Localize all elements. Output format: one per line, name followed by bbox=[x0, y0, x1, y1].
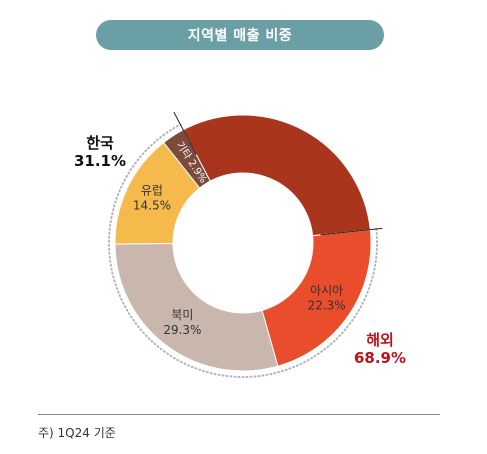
group-annotation-1: 해외 68.9% bbox=[354, 331, 406, 367]
footnote: 주) 1Q24 기준 bbox=[38, 426, 116, 440]
slice-1 bbox=[261, 229, 372, 367]
slice-label-3: 유럽 14.5% bbox=[133, 183, 171, 212]
separator-line-2 bbox=[173, 111, 197, 155]
slice-label-5: 한국 31.1% bbox=[74, 134, 126, 170]
slice-5 bbox=[182, 114, 371, 237]
overseas-dotted-arc bbox=[108, 123, 378, 378]
chart-title: 지역별 매출 비중 bbox=[96, 20, 384, 50]
slice-label-2: 북미 29.3% bbox=[163, 308, 201, 337]
slice-2 bbox=[114, 243, 279, 372]
footnote-divider bbox=[38, 414, 440, 415]
slice-label-1: 아시아 22.3% bbox=[308, 284, 346, 313]
separator-line-1 bbox=[320, 227, 383, 236]
donut-slices bbox=[114, 114, 372, 372]
donut-annotations bbox=[108, 111, 383, 378]
